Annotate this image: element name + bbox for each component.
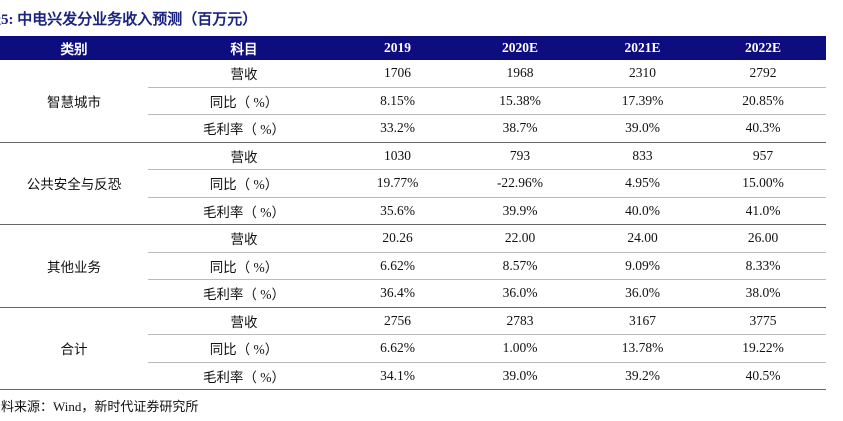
value-cell: 9.09% — [585, 252, 700, 280]
value-cell: 26.00 — [700, 224, 826, 253]
category-cell: 其他业务 — [0, 224, 148, 308]
table-row: 毛利率（ %） 36.4% 36.0% 36.0% 38.0% — [0, 279, 826, 308]
value-cell: 1030 — [340, 142, 455, 170]
title: 表5: 中电兴发分业务收入预测（百万元） — [0, 12, 258, 28]
source-note: 资料来源：Wind，新时代证券研究所 — [0, 399, 199, 414]
table-row: 同比（ %） 8.15% 15.38% 17.39% 20.85% — [0, 87, 826, 115]
value-cell: 8.57% — [455, 252, 585, 280]
category-cell: 智慧城市 — [0, 60, 148, 143]
item-cell: 毛利率（ %） — [148, 114, 340, 143]
value-cell: 34.1% — [340, 362, 455, 390]
value-cell: 3167 — [585, 307, 700, 335]
value-cell: 24.00 — [585, 224, 700, 253]
header-cell: 2020E — [455, 36, 585, 60]
header-cell: 2019 — [340, 36, 455, 60]
value-cell: 20.85% — [700, 87, 826, 115]
value-cell: 4.95% — [585, 169, 700, 198]
value-cell: 40.5% — [700, 362, 826, 390]
value-cell: 36.0% — [585, 279, 700, 308]
value-cell: 6.62% — [340, 252, 455, 280]
value-cell: 833 — [585, 142, 700, 170]
item-cell: 同比（ %） — [148, 169, 340, 198]
value-cell: 35.6% — [340, 197, 455, 225]
table-row: 同比（ %） 6.62% 1.00% 13.78% 19.22% — [0, 334, 826, 363]
table-row: 智慧城市 营收 1706 1968 2310 2792 — [0, 60, 826, 143]
value-cell: 2783 — [455, 307, 585, 335]
item-cell: 同比（ %） — [148, 252, 340, 280]
table-row: 毛利率（ %） 35.6% 39.9% 40.0% 41.0% — [0, 197, 826, 225]
value-cell: 13.78% — [585, 334, 700, 363]
value-cell: 793 — [455, 142, 585, 170]
item-cell: 营收 — [148, 307, 340, 335]
value-cell: 39.0% — [455, 362, 585, 390]
value-cell: 38.0% — [700, 279, 826, 308]
value-cell: 36.0% — [455, 279, 585, 308]
header-row: 类别 科目 2019 2020E 2021E 2022E — [0, 36, 826, 60]
value-cell: 1706 — [340, 60, 455, 88]
item-cell: 同比（ %） — [148, 334, 340, 363]
value-cell: 2756 — [340, 307, 455, 335]
value-cell: 19.77% — [340, 169, 455, 198]
value-cell: 3775 — [700, 307, 826, 335]
value-cell: 1.00% — [455, 334, 585, 363]
value-cell: 20.26 — [340, 224, 455, 253]
value-cell: 15.38% — [455, 87, 585, 115]
value-cell: 957 — [700, 142, 826, 170]
value-cell: 40.3% — [700, 114, 826, 143]
table-row: 毛利率（ %） 34.1% 39.0% 39.2% 40.5% — [0, 362, 826, 390]
header-cell: 类别 — [0, 36, 148, 60]
table-row: 毛利率（ %） 33.2% 38.7% 39.0% 40.3% — [0, 114, 826, 143]
value-cell: 36.4% — [340, 279, 455, 308]
value-cell: 15.00% — [700, 169, 826, 198]
table-row: 合计 营收 2756 2783 3167 3775 — [0, 307, 826, 390]
category-cell: 合计 — [0, 307, 148, 390]
value-cell: 39.9% — [455, 197, 585, 225]
table-row: 同比（ %） 19.77% -22.96% 4.95% 15.00% — [0, 169, 826, 198]
header-cell: 2022E — [700, 36, 826, 60]
value-cell: -22.96% — [455, 169, 585, 198]
item-cell: 营收 — [148, 60, 340, 88]
table-row: 同比（ %） 6.62% 8.57% 9.09% 8.33% — [0, 252, 826, 280]
header-cell: 2021E — [585, 36, 700, 60]
item-cell: 同比（ %） — [148, 87, 340, 115]
table-row: 其他业务 营收 20.26 22.00 24.00 26.00 — [0, 224, 826, 308]
item-cell: 毛利率（ %） — [148, 362, 340, 390]
header-cell: 科目 — [148, 36, 340, 60]
category-cell: 公共安全与反恐 — [0, 142, 148, 225]
value-cell: 1968 — [455, 60, 585, 88]
value-cell: 2310 — [585, 60, 700, 88]
value-cell: 40.0% — [585, 197, 700, 225]
item-cell: 毛利率（ %） — [148, 197, 340, 225]
item-cell: 营收 — [148, 224, 340, 253]
value-cell: 8.15% — [340, 87, 455, 115]
value-cell: 2792 — [700, 60, 826, 88]
table: 类别 科目 2019 2020E 2021E 2022E 智慧城市 营收 1706 1968 23… — [0, 36, 826, 390]
table-row: 公共安全与反恐 营收 1030 793 833 957 — [0, 142, 826, 225]
table-body: 智慧城市 营收 1706 1968 2310 2792 同比（ %） 8.15% 15.38% 1… — [0, 60, 826, 390]
value-cell: 39.2% — [585, 362, 700, 390]
item-cell: 毛利率（ %） — [148, 279, 340, 308]
value-cell: 41.0% — [700, 197, 826, 225]
value-cell: 6.62% — [340, 334, 455, 363]
value-cell: 38.7% — [455, 114, 585, 143]
value-cell: 8.33% — [700, 252, 826, 280]
item-cell: 营收 — [148, 142, 340, 170]
value-cell: 33.2% — [340, 114, 455, 143]
value-cell: 17.39% — [585, 87, 700, 115]
value-cell: 39.0% — [585, 114, 700, 143]
value-cell: 19.22% — [700, 334, 826, 363]
value-cell: 22.00 — [455, 224, 585, 253]
